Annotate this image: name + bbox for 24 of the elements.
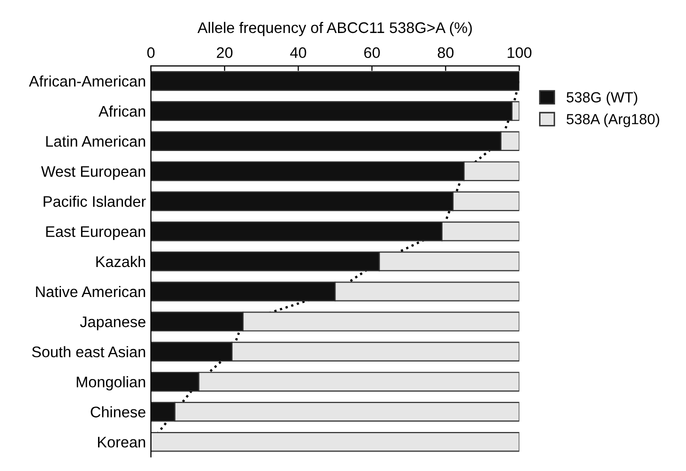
x-tick-label: 100 <box>508 47 532 58</box>
y-tick-label: East European <box>46 226 146 240</box>
x-tick-label: 0 <box>147 47 155 58</box>
y-tick-label: South east Asian <box>32 346 146 358</box>
x-axis-title: Allele frequency of ABCC11 538G>A (%) <box>197 22 472 36</box>
y-tick-label: Mongolian <box>76 376 146 390</box>
legend-label: 538G (WT) <box>566 92 638 106</box>
y-tick-label: Pacific Islander <box>44 196 146 207</box>
y-tick-label: Latin American <box>46 136 146 147</box>
y-tick-label: Native American <box>36 286 146 298</box>
y-tick-label: West European <box>41 166 146 180</box>
x-tick-label: 60 <box>364 47 380 58</box>
y-tick-label: African-American <box>28 75 146 87</box>
y-tick-label: Korean <box>98 436 146 448</box>
bar <box>150 71 520 91</box>
x-tick-label: 20 <box>216 47 232 58</box>
x-tick-label: 40 <box>290 47 306 58</box>
bar <box>150 432 520 452</box>
y-tick-label: Chinese <box>90 406 146 418</box>
y-tick-label: Kazakh <box>96 256 146 268</box>
y-tick-label: African <box>98 106 146 117</box>
y-tick-label: Japanese <box>80 316 146 330</box>
x-tick-label: 80 <box>438 47 454 58</box>
legend-label: 538A (Arg180) <box>566 114 660 128</box>
